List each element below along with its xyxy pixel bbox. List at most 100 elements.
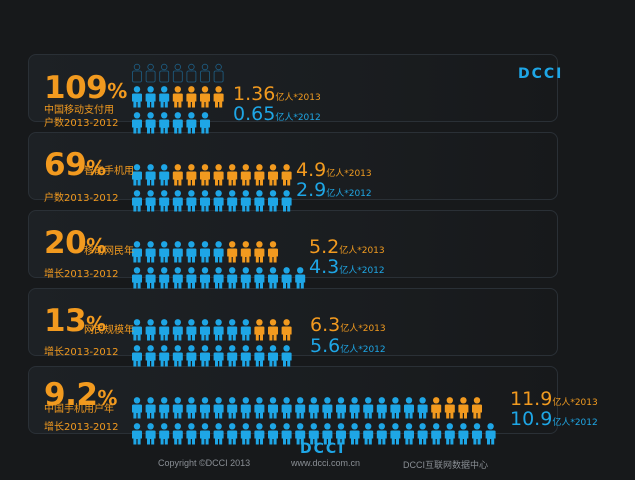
growth-unit: %	[97, 386, 117, 410]
person-icon-2012	[132, 190, 142, 212]
growth-number: 69	[44, 147, 87, 183]
row-label-line1: 中国手机用户年	[44, 404, 114, 415]
person-icon-2013-base	[132, 241, 142, 263]
value-2013: 5.2亿人*2013	[309, 238, 385, 257]
person-icon-2012	[376, 423, 387, 445]
person-icon-2013-base	[172, 241, 183, 263]
person-icon-2013-base	[349, 397, 360, 419]
person-icon-2012	[404, 423, 414, 445]
person-icon-2013-growth	[254, 319, 265, 341]
value-2012-number: 0.65	[233, 103, 276, 125]
row-label: 中国移动支付用 户数2013-2012	[44, 104, 119, 130]
growth-number: 13	[44, 303, 87, 339]
person-icon-2013-base	[322, 397, 333, 419]
person-icon-2013-base	[227, 319, 238, 341]
person-icon-2012	[295, 423, 306, 445]
person-icon-2013-base	[186, 241, 197, 263]
growth-percent: 13%	[44, 306, 106, 337]
person-icon-2013-growth	[227, 164, 238, 186]
person-icon-2013-base	[390, 397, 401, 419]
person-icon-2012	[132, 423, 142, 445]
growth-number: 109	[44, 70, 108, 106]
value-2012-number: 5.6	[310, 335, 341, 357]
person-icon-2013-base	[240, 319, 251, 341]
value-2012-unit: 亿人*2012	[275, 113, 321, 123]
website-link[interactable]: www.dcci.com.cn	[291, 458, 361, 468]
person-icon-2013-base	[200, 319, 210, 341]
person-icon-2013-base	[417, 397, 428, 419]
value-2012: 2.9亿人*2012	[296, 181, 372, 200]
growth-unit: %	[107, 79, 127, 103]
person-icon-2012	[281, 423, 292, 445]
person-icon-2013-growth	[281, 164, 292, 186]
person-icon-2012	[172, 423, 183, 445]
value-2013-unit: 亿人*2013	[339, 246, 385, 256]
person-icon-2013-growth	[281, 319, 292, 341]
row-panel-netizens	[28, 288, 558, 356]
person-icon-2013-growth	[240, 164, 251, 186]
growth-percent: 69%	[44, 150, 106, 181]
person-icon-2012	[281, 267, 292, 289]
person-icon-2013-base	[240, 397, 251, 419]
person-icon-2012	[132, 345, 142, 367]
person-icon-2012	[268, 345, 278, 367]
person-icon-2013-growth	[186, 86, 197, 108]
growth-unit: %	[86, 234, 106, 258]
person-icon-2012	[186, 112, 197, 134]
person-icon-2012	[186, 267, 197, 289]
value-2012: 4.3亿人*2012	[309, 258, 385, 277]
value-2013-unit: 亿人*2013	[552, 398, 598, 408]
growth-unit: %	[86, 312, 106, 336]
value-2013-unit: 亿人*2013	[340, 324, 386, 334]
person-icon-2012	[213, 345, 224, 367]
value-2012: 10.9亿人*2012	[510, 410, 598, 429]
person-icon-2013-base	[404, 397, 414, 419]
person-icon-2013-base	[145, 241, 156, 263]
person-icon-2013-base	[132, 164, 142, 186]
person-icon-2013-growth	[172, 164, 183, 186]
value-2013-number: 11.9	[510, 388, 553, 410]
person-icon-2013-base	[186, 319, 197, 341]
growth-percent: 20%	[44, 228, 106, 259]
copyright-text: Copyright ©DCCI 2013	[158, 458, 251, 468]
row-label: 增长2013-2012	[44, 421, 119, 434]
person-icon-2012	[281, 190, 292, 212]
person-icon-2012	[268, 190, 278, 212]
person-icon-2013-growth	[227, 241, 238, 263]
person-icon-2013-growth	[254, 241, 265, 263]
person-icon-2013-base	[213, 241, 224, 263]
outline-person-icon	[159, 63, 170, 83]
value-2013: 4.9亿人*2013	[296, 161, 372, 180]
outline-person-icon	[200, 63, 210, 83]
growth-number: 9.2	[44, 377, 98, 413]
person-icon-2012	[336, 423, 346, 445]
person-icon-2013-growth	[444, 397, 455, 419]
person-icon-2012	[240, 190, 251, 212]
growth-percent: 9.2%	[44, 380, 117, 411]
outline-person-icon	[132, 63, 142, 83]
growth-percent: 109%	[44, 73, 127, 104]
person-icon-2012	[268, 423, 278, 445]
person-icon-2012	[200, 345, 210, 367]
person-icon-2012	[145, 190, 156, 212]
row-panel-mobile-payment	[28, 54, 558, 122]
person-icon-2013-growth	[268, 241, 278, 263]
person-icon-2012	[132, 267, 142, 289]
value-2013: 11.9亿人*2013	[510, 390, 598, 409]
person-icon-2012	[390, 423, 401, 445]
row-label: 智能手机用	[44, 165, 134, 178]
person-icon-2013-base	[159, 241, 170, 263]
person-icon-2012	[308, 423, 319, 445]
person-icon-2013-base	[281, 397, 292, 419]
person-icon-2013-base	[145, 397, 156, 419]
person-icon-2013-base	[213, 319, 224, 341]
row-label: 户数2013-2012	[44, 192, 119, 205]
row-label-line2: 户数2013-2012	[44, 118, 119, 129]
person-icon-2013-base	[363, 397, 374, 419]
person-icon-2012	[485, 423, 496, 445]
row-label-line1: 移动网民年	[84, 246, 134, 257]
person-icon-2013-base	[159, 164, 170, 186]
row-label-line1: 智能手机用	[84, 166, 134, 177]
value-2012-unit: 亿人*2012	[340, 345, 386, 355]
